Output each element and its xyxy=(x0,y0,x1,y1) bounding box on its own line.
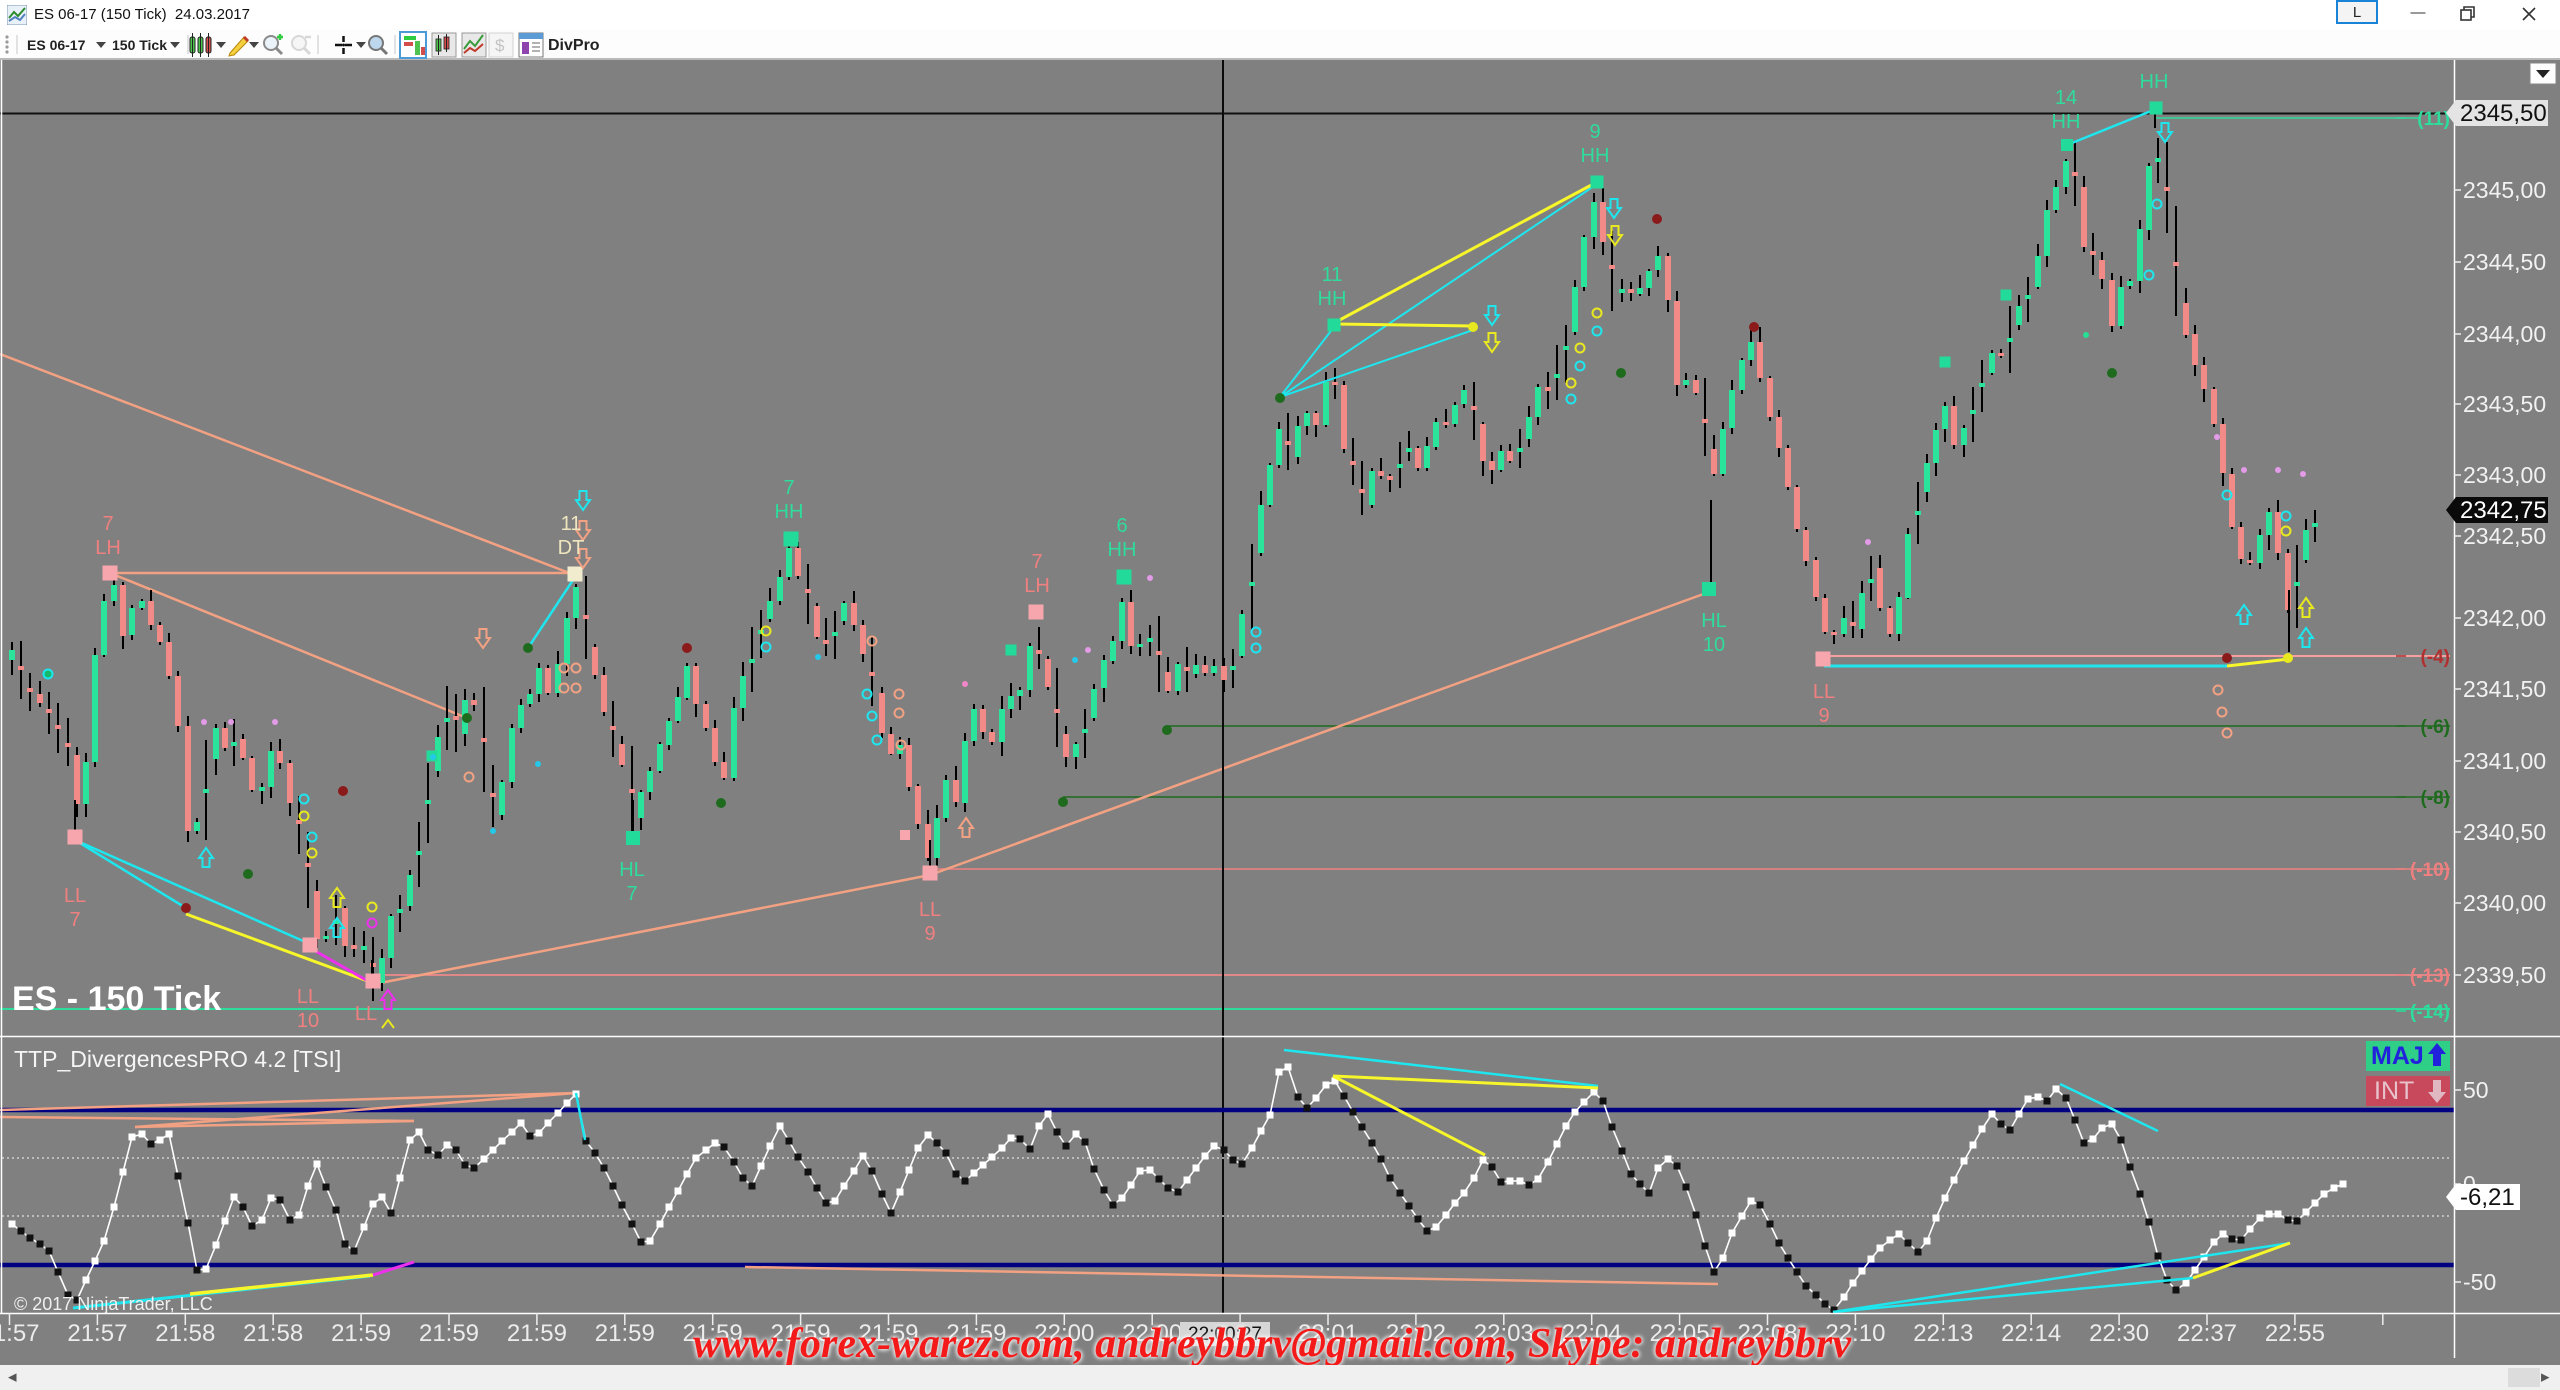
svg-text:(-13): (-13) xyxy=(2410,966,2450,987)
svg-text:DivPro: DivPro xyxy=(548,37,600,54)
svg-text:21:58: 21:58 xyxy=(243,1320,303,1347)
svg-text:22:10: 22:10 xyxy=(1825,1320,1885,1347)
svg-text:22:03: 22:03 xyxy=(1474,1320,1534,1347)
svg-text:(-10): (-10) xyxy=(2410,860,2450,881)
svg-text:HH: HH xyxy=(1318,288,1347,310)
svg-text:2342,00: 2342,00 xyxy=(2463,605,2546,631)
svg-text:22:14: 22:14 xyxy=(2001,1320,2061,1347)
svg-text:150 Tick: 150 Tick xyxy=(112,37,167,53)
svg-text:MAJ: MAJ xyxy=(2371,1042,2424,1070)
svg-text:11: 11 xyxy=(561,513,582,535)
svg-text:21:57: 21:57 xyxy=(67,1320,127,1347)
svg-text:2342,50: 2342,50 xyxy=(2463,523,2546,549)
svg-text:ES - 150 Tick: ES - 150 Tick xyxy=(12,980,221,1018)
svg-text:2343,50: 2343,50 xyxy=(2463,391,2546,417)
svg-text:50: 50 xyxy=(2463,1077,2489,1103)
svg-text:22:08: 22:08 xyxy=(1737,1320,1797,1347)
svg-text:LL: LL xyxy=(1813,681,1835,703)
svg-text:HH: HH xyxy=(775,501,804,523)
svg-text:21:59: 21:59 xyxy=(507,1320,567,1347)
svg-text:7: 7 xyxy=(1031,551,1042,573)
svg-text:21:59: 21:59 xyxy=(858,1320,918,1347)
svg-text:(-8): (-8) xyxy=(2420,788,2450,809)
svg-text:21:59: 21:59 xyxy=(331,1320,391,1347)
svg-text:7: 7 xyxy=(102,513,113,535)
svg-text:7: 7 xyxy=(69,909,80,931)
svg-text:HH: HH xyxy=(1108,539,1137,561)
svg-text:www.forex-warez.com, andreybbr: www.forex-warez.com, andreybbrv@gmail.co… xyxy=(693,1321,1852,1367)
svg-text:LL: LL xyxy=(64,885,86,907)
svg-text:LL: LL xyxy=(355,1003,377,1025)
svg-text:2341,50: 2341,50 xyxy=(2463,676,2546,702)
svg-text:INT: INT xyxy=(2374,1077,2414,1105)
svg-text:HH: HH xyxy=(2140,71,2169,93)
svg-text:6: 6 xyxy=(1116,515,1127,537)
svg-text:HH: HH xyxy=(1581,145,1610,167)
svg-text:9: 9 xyxy=(1818,705,1829,727)
svg-text:2340,00: 2340,00 xyxy=(2463,890,2546,916)
svg-text:9: 9 xyxy=(1589,121,1600,143)
svg-text:21:59: 21:59 xyxy=(595,1320,655,1347)
svg-text:21:58: 21:58 xyxy=(155,1320,215,1347)
svg-text:21:59: 21:59 xyxy=(419,1320,479,1347)
svg-text:2339,50: 2339,50 xyxy=(2463,962,2546,988)
svg-text:11: 11 xyxy=(1322,264,1343,286)
svg-text:2341,00: 2341,00 xyxy=(2463,748,2546,774)
svg-text:21:57: 21:57 xyxy=(0,1320,40,1347)
svg-text:22:30: 22:30 xyxy=(2089,1320,2149,1347)
svg-text:22:00:27: 22:00:27 xyxy=(1188,1324,1262,1345)
svg-text:7: 7 xyxy=(783,477,794,499)
svg-text:-6,21: -6,21 xyxy=(2460,1184,2515,1211)
svg-text:2344,50: 2344,50 xyxy=(2463,249,2546,275)
svg-text:21:59: 21:59 xyxy=(771,1320,831,1347)
svg-text:DT: DT xyxy=(558,537,585,559)
svg-text:LL: LL xyxy=(919,899,941,921)
svg-text:10: 10 xyxy=(1703,634,1725,656)
svg-text:LL: LL xyxy=(297,986,319,1008)
svg-text:2343,00: 2343,00 xyxy=(2463,462,2546,488)
svg-text:(11): (11) xyxy=(2417,109,2450,130)
svg-text:(-4): (-4) xyxy=(2420,647,2450,668)
svg-text:10: 10 xyxy=(297,1010,319,1032)
svg-text:22:04: 22:04 xyxy=(1562,1320,1622,1347)
svg-text:(-14): (-14) xyxy=(2410,1002,2450,1023)
svg-text:22:02: 22:02 xyxy=(1386,1320,1446,1347)
svg-text:2345,50: 2345,50 xyxy=(2460,100,2547,127)
svg-text:HL: HL xyxy=(619,859,645,881)
svg-text:22:13: 22:13 xyxy=(1913,1320,1973,1347)
svg-text:2342,75: 2342,75 xyxy=(2460,497,2547,524)
svg-text:LH: LH xyxy=(95,537,121,559)
svg-text:9: 9 xyxy=(924,923,935,945)
svg-text:$: $ xyxy=(495,36,505,55)
svg-text:HH: HH xyxy=(2052,111,2081,133)
svg-text:22:01: 22:01 xyxy=(1298,1320,1358,1347)
svg-text:14: 14 xyxy=(2055,87,2077,109)
svg-text:LH: LH xyxy=(1024,575,1050,597)
svg-text:21:59: 21:59 xyxy=(946,1320,1006,1347)
svg-text:HL: HL xyxy=(1701,610,1727,632)
svg-text:22:37: 22:37 xyxy=(2177,1320,2237,1347)
svg-text:22:55: 22:55 xyxy=(2265,1320,2325,1347)
svg-text:(-6): (-6) xyxy=(2420,717,2450,738)
svg-text:2345,00: 2345,00 xyxy=(2463,177,2546,203)
svg-text:ES 06-17: ES 06-17 xyxy=(27,37,86,53)
svg-text:TTP_DivergencesPRO 4.2 [TSI]: TTP_DivergencesPRO 4.2 [TSI] xyxy=(14,1046,341,1072)
svg-text:22:00: 22:00 xyxy=(1034,1320,1094,1347)
svg-text:2344,00: 2344,00 xyxy=(2463,321,2546,347)
svg-text:© 2017 NinjaTrader, LLC: © 2017 NinjaTrader, LLC xyxy=(14,1294,213,1314)
svg-text:22:05: 22:05 xyxy=(1650,1320,1710,1347)
svg-text:-50: -50 xyxy=(2463,1269,2496,1295)
svg-text:7: 7 xyxy=(626,883,637,905)
svg-text:22:00: 22:00 xyxy=(1122,1320,1182,1347)
svg-text:2340,50: 2340,50 xyxy=(2463,819,2546,845)
svg-text:21:59: 21:59 xyxy=(683,1320,743,1347)
